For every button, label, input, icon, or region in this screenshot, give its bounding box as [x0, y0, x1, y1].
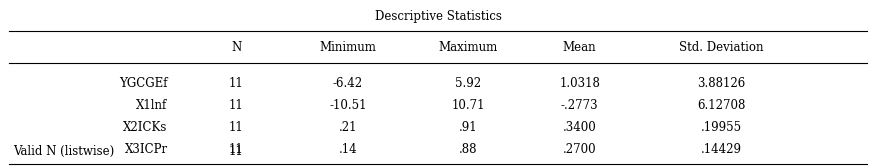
Text: Valid N (listwise): Valid N (listwise)	[13, 145, 114, 158]
Text: -.2773: -.2773	[561, 99, 598, 112]
Text: .88: .88	[459, 143, 477, 156]
Text: 1.0318: 1.0318	[559, 77, 600, 90]
Text: 11: 11	[229, 121, 244, 134]
Text: Minimum: Minimum	[320, 41, 377, 54]
Text: 5.92: 5.92	[455, 77, 481, 90]
Text: 11: 11	[229, 143, 244, 156]
Text: .19955: .19955	[701, 121, 742, 134]
Text: 11: 11	[229, 99, 244, 112]
Text: .21: .21	[339, 121, 357, 134]
Text: 3.88126: 3.88126	[697, 77, 745, 90]
Text: N: N	[231, 41, 242, 54]
Text: Maximum: Maximum	[438, 41, 498, 54]
Text: Descriptive Statistics: Descriptive Statistics	[375, 10, 501, 23]
Text: .91: .91	[459, 121, 477, 134]
Text: 10.71: 10.71	[451, 99, 484, 112]
Text: .14429: .14429	[701, 143, 742, 156]
Text: X2ICKs: X2ICKs	[124, 121, 167, 134]
Text: X1lnf: X1lnf	[137, 99, 167, 112]
Text: .3400: .3400	[562, 121, 597, 134]
Text: .14: .14	[338, 143, 357, 156]
Text: -10.51: -10.51	[329, 99, 367, 112]
Text: Mean: Mean	[563, 41, 597, 54]
Text: YGCGEf: YGCGEf	[119, 77, 167, 90]
Text: 11: 11	[229, 77, 244, 90]
Text: .2700: .2700	[563, 143, 597, 156]
Text: Std. Deviation: Std. Deviation	[679, 41, 764, 54]
Text: X3ICPr: X3ICPr	[124, 143, 167, 156]
Text: -6.42: -6.42	[333, 77, 363, 90]
Text: 6.12708: 6.12708	[697, 99, 745, 112]
Text: 11: 11	[229, 145, 244, 158]
